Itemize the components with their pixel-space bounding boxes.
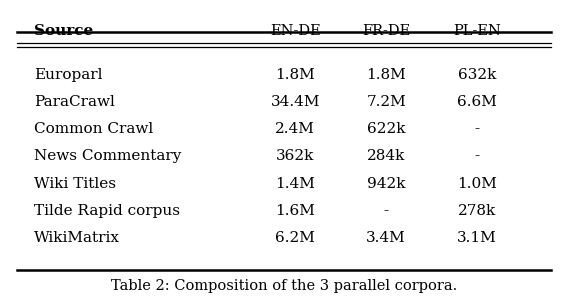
Text: 362k: 362k bbox=[276, 149, 315, 163]
Text: Europarl: Europarl bbox=[34, 68, 103, 82]
Text: 942k: 942k bbox=[367, 177, 406, 191]
Text: 1.4M: 1.4M bbox=[275, 177, 315, 191]
Text: -: - bbox=[474, 149, 480, 163]
Text: FR-DE: FR-DE bbox=[362, 24, 410, 38]
Text: Table 2: Composition of the 3 parallel corpora.: Table 2: Composition of the 3 parallel c… bbox=[111, 279, 457, 293]
Text: 284k: 284k bbox=[367, 149, 406, 163]
Text: 278k: 278k bbox=[458, 204, 496, 218]
Text: EN-DE: EN-DE bbox=[270, 24, 321, 38]
Text: Common Crawl: Common Crawl bbox=[34, 122, 153, 136]
Text: 1.8M: 1.8M bbox=[366, 68, 406, 82]
Text: 6.6M: 6.6M bbox=[457, 95, 497, 109]
Text: Tilde Rapid corpus: Tilde Rapid corpus bbox=[34, 204, 180, 218]
Text: 7.2M: 7.2M bbox=[366, 95, 406, 109]
Text: 2.4M: 2.4M bbox=[275, 122, 315, 136]
Text: WikiMatrix: WikiMatrix bbox=[34, 231, 120, 245]
Text: PL-EN: PL-EN bbox=[453, 24, 501, 38]
Text: ParaCrawl: ParaCrawl bbox=[34, 95, 115, 109]
Text: -: - bbox=[474, 122, 480, 136]
Text: Source: Source bbox=[34, 24, 93, 38]
Text: 622k: 622k bbox=[367, 122, 406, 136]
Text: News Commentary: News Commentary bbox=[34, 149, 181, 163]
Text: 1.0M: 1.0M bbox=[457, 177, 497, 191]
Text: -: - bbox=[383, 204, 389, 218]
Text: 3.4M: 3.4M bbox=[366, 231, 406, 245]
Text: 632k: 632k bbox=[458, 68, 496, 82]
Text: Wiki Titles: Wiki Titles bbox=[34, 177, 116, 191]
Text: 34.4M: 34.4M bbox=[270, 95, 320, 109]
Text: 1.8M: 1.8M bbox=[275, 68, 315, 82]
Text: 1.6M: 1.6M bbox=[275, 204, 315, 218]
Text: 6.2M: 6.2M bbox=[275, 231, 315, 245]
Text: 3.1M: 3.1M bbox=[457, 231, 497, 245]
